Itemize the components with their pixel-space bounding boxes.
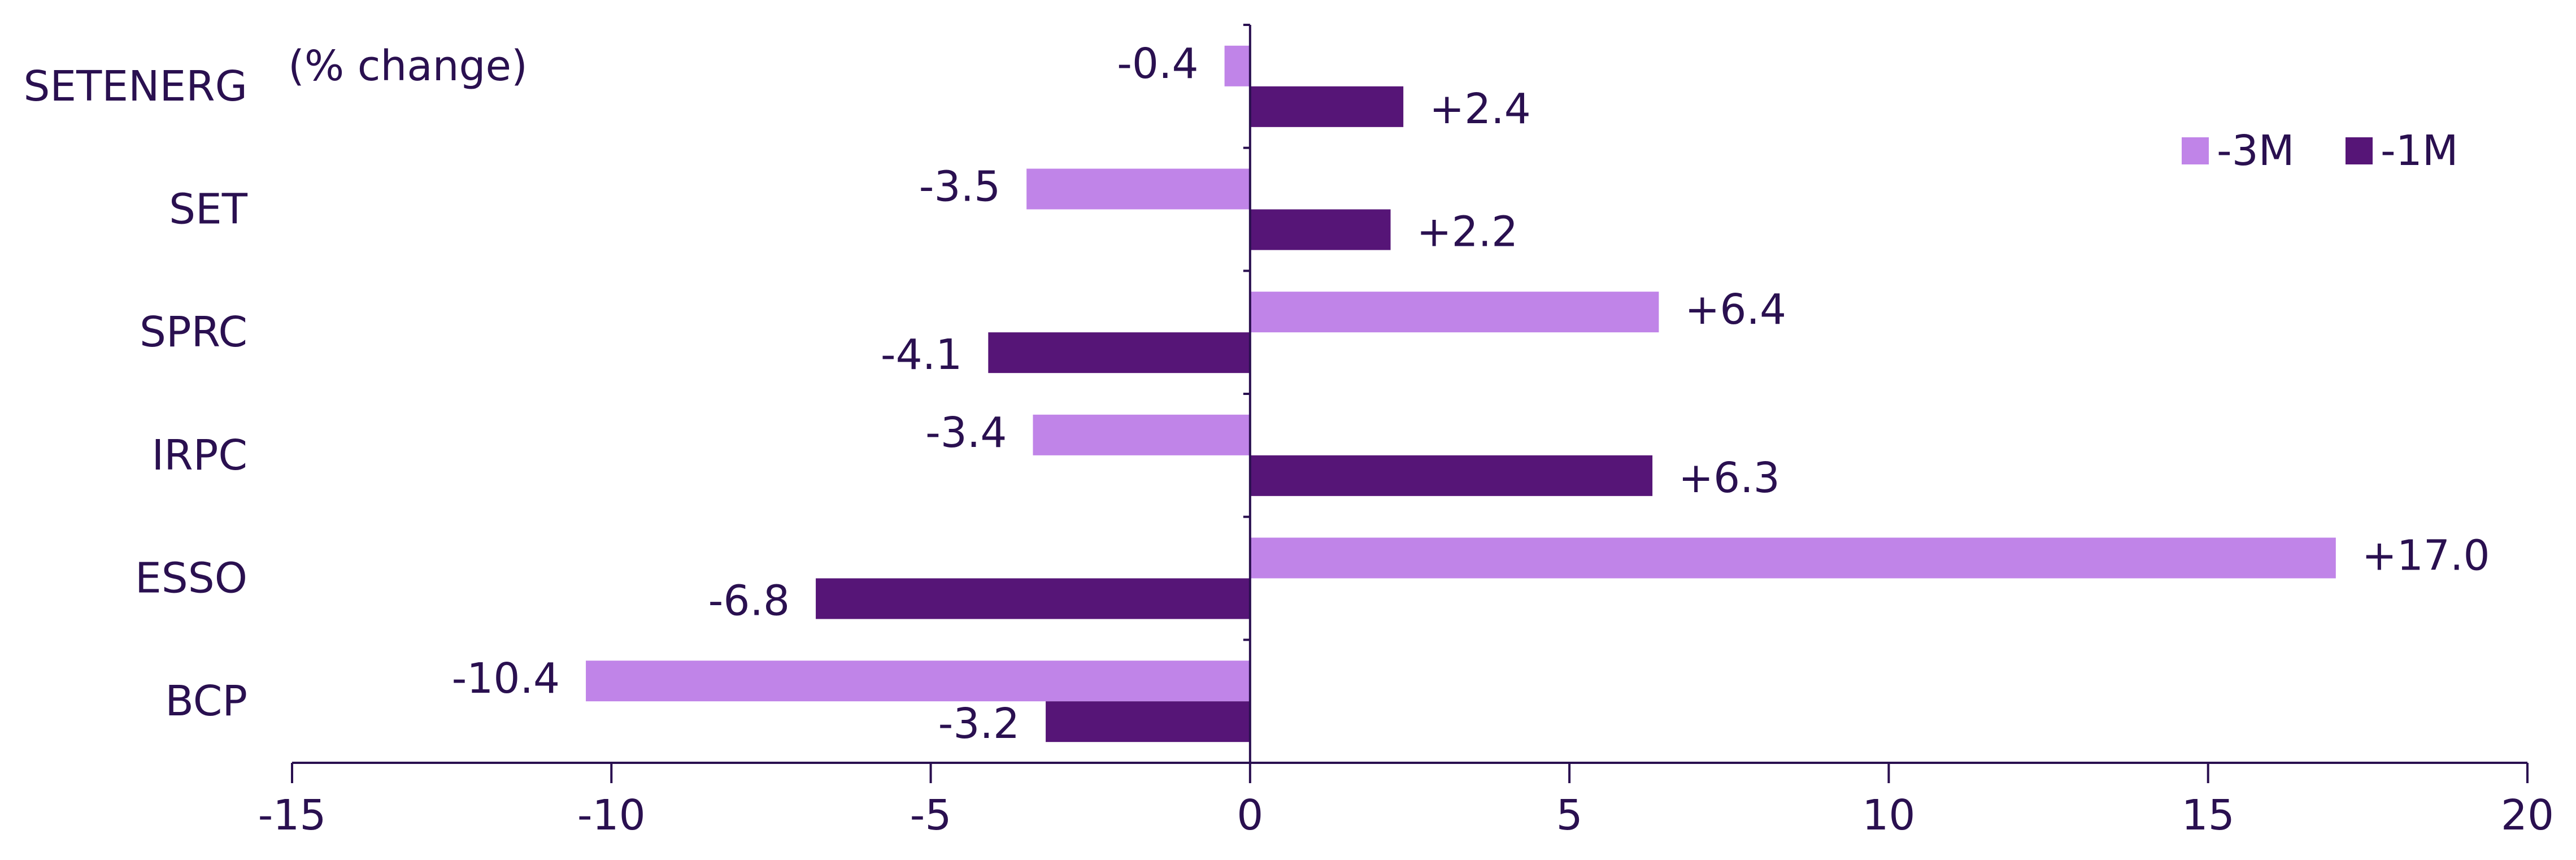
x-tick-label: 20 <box>2501 791 2554 840</box>
bars-group <box>586 45 2336 742</box>
bar-1M-set <box>1250 209 1391 250</box>
bar-1M-esso <box>816 578 1250 619</box>
data-label-3M-setenerg: -0.4 <box>1117 40 1198 88</box>
axes-group: -15 -10 -5 0 5 10 15 20 <box>258 24 2554 840</box>
x-tick-label: 15 <box>2182 791 2235 840</box>
data-label-1M-irpc: +6.3 <box>1678 454 1780 502</box>
bar-1M-irpc <box>1250 455 1653 496</box>
data-label-3M-set: -3.5 <box>919 163 1000 211</box>
legend: -3M -1M <box>2182 127 2458 175</box>
bar-3M-esso <box>1250 537 2336 579</box>
data-label-1M-bcp: -3.2 <box>938 700 1020 748</box>
bar-3M-bcp <box>586 661 1250 702</box>
bar-1M-bcp <box>1046 701 1250 742</box>
x-tick-label: -10 <box>577 791 646 840</box>
bar-3M-set <box>1026 168 1250 210</box>
data-label-3M-esso: +17.0 <box>2362 532 2490 580</box>
category-label-sprc: SPRC <box>140 308 247 357</box>
category-label-irpc: IRPC <box>151 431 247 480</box>
legend-swatch-3M <box>2182 137 2209 164</box>
x-tick-label: -15 <box>258 791 327 840</box>
x-tick-label: -5 <box>910 791 952 840</box>
unit-label: (% change) <box>288 42 528 90</box>
x-tick-label: 10 <box>1862 791 1915 840</box>
bar-3M-irpc <box>1033 414 1250 455</box>
category-label-setenerg: SETENERG <box>23 62 247 111</box>
bar-1M-setenerg <box>1250 86 1404 127</box>
data-label-1M-sprc: -4.1 <box>881 331 962 379</box>
category-label-bcp: BCP <box>165 677 247 726</box>
bar-3M-setenerg <box>1224 45 1250 86</box>
data-label-3M-irpc: -3.4 <box>925 409 1007 457</box>
bar-3M-sprc <box>1250 292 1659 333</box>
data-label-1M-setenerg: +2.4 <box>1429 85 1531 133</box>
category-label-esso: ESSO <box>135 554 247 603</box>
x-tick-label: 5 <box>1556 791 1583 840</box>
category-label-set: SET <box>169 185 248 234</box>
data-label-1M-set: +2.2 <box>1417 208 1518 257</box>
labels-group: -0.4 +2.4 SETENERG -3.5 +2.2 SET +6.4 -4.1 SPRC -… <box>23 40 2490 748</box>
legend-swatch-1M <box>2346 137 2373 164</box>
data-label-3M-sprc: +6.4 <box>1685 285 1786 334</box>
data-label-1M-esso: -6.8 <box>708 577 790 626</box>
legend-label-3M: -3M <box>2217 127 2295 175</box>
bar-1M-sprc <box>988 332 1250 373</box>
x-tick-label: 0 <box>1237 791 1263 840</box>
legend-label-1M: -1M <box>2381 127 2458 175</box>
data-label-3M-bcp: -10.4 <box>452 654 560 703</box>
